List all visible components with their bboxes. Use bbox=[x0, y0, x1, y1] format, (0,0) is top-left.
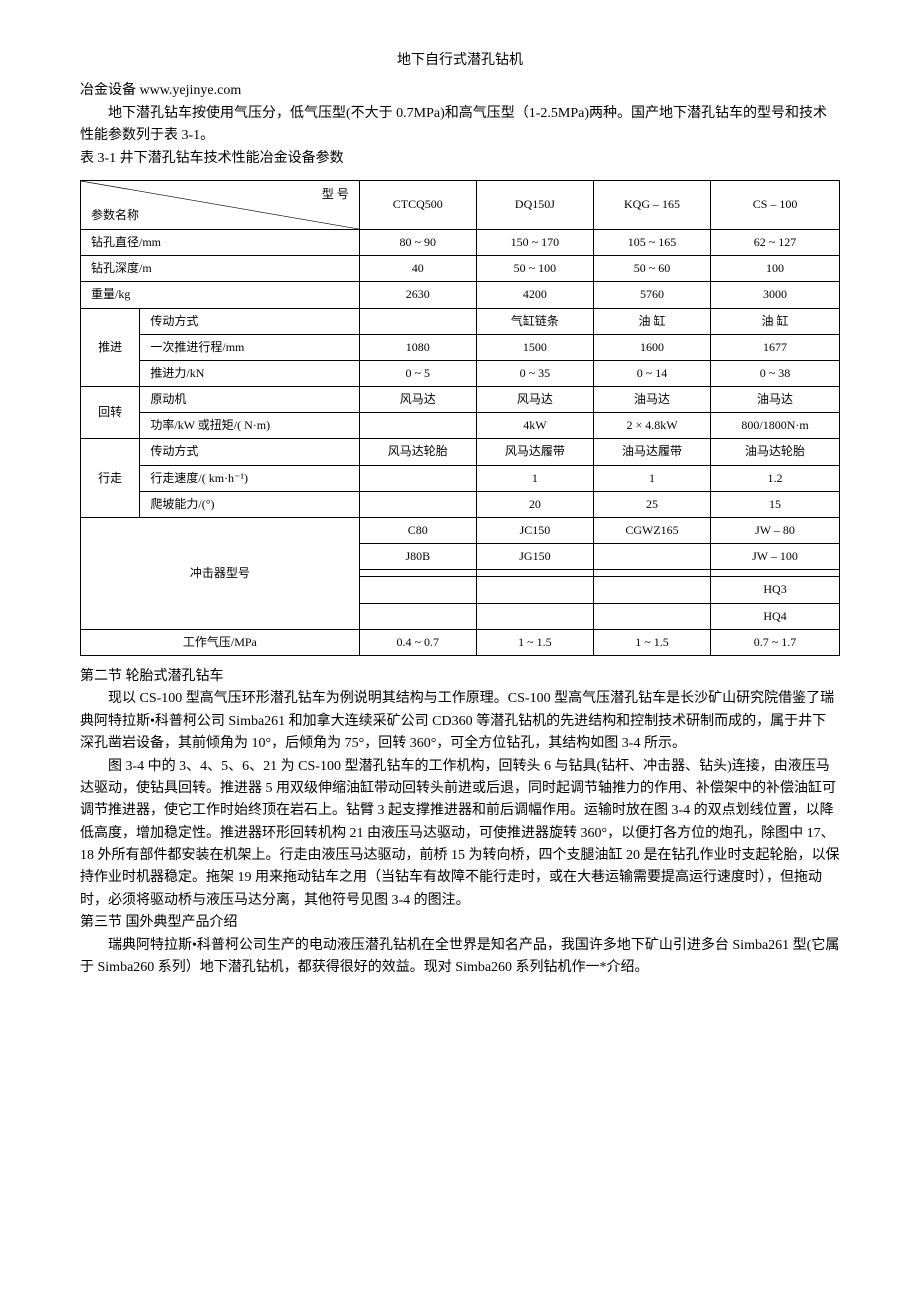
para-4: 瑞典阿特拉斯•科普柯公司生产的电动液压潜孔钻机在全世界是知名产品，我国许多地下矿… bbox=[80, 935, 840, 980]
table-row: 推进力/kN0 ~ 50 ~ 350 ~ 140 ~ 38 bbox=[81, 360, 840, 386]
table-row: 推进传动方式气缸链条油 缸油 缸 bbox=[81, 308, 840, 334]
table-row: 冲击器型号C80JC150CGWZ165JW – 80 bbox=[81, 518, 840, 544]
para-3: 图 3-4 中的 3、4、5、6、21 为 CS-100 型潜孔钻车的工作机构，… bbox=[80, 756, 840, 913]
group-label: 推进 bbox=[81, 308, 140, 387]
para-1: 地下潜孔钻车按使用气压分，低气压型(不大于 0.7MPa)和高气压型（1-2.5… bbox=[80, 103, 840, 148]
table-caption: 表 3-1 井下潜孔钻车技术性能冶金设备参数 bbox=[80, 148, 840, 170]
site-line: 冶金设备 www.yejinye.com bbox=[80, 80, 840, 102]
table-row: 功率/kW 或扭矩/( N·m)4kW2 × 4.8kW800/1800N·m bbox=[81, 413, 840, 439]
page-title: 地下自行式潜孔钻机 bbox=[80, 50, 840, 72]
table-row: 一次推进行程/mm1080150016001677 bbox=[81, 334, 840, 360]
group-label: 回转 bbox=[81, 387, 140, 439]
model-col: DQ150J bbox=[476, 180, 593, 229]
table-row: 回转原动机风马达风马达油马达油马达 bbox=[81, 387, 840, 413]
group-label: 行走 bbox=[81, 439, 140, 518]
impactor-label: 冲击器型号 bbox=[81, 518, 360, 630]
table-row: 工作气压/MPa0.4 ~ 0.71 ~ 1.51 ~ 1.50.7 ~ 1.7 bbox=[81, 629, 840, 655]
diag-bottom: 参数名称 bbox=[91, 206, 139, 225]
spec-table: 型 号 参数名称 CTCQ500 DQ150J KQG – 165 CS – 1… bbox=[80, 180, 840, 656]
table-row: 行走速度/( km·h⁻¹)111.2 bbox=[81, 465, 840, 491]
section-3-title: 第三节 国外典型产品介绍 bbox=[80, 912, 840, 934]
table-row: 钻孔直径/mm80 ~ 90150 ~ 170105 ~ 16562 ~ 127 bbox=[81, 229, 840, 255]
para-2: 现以 CS-100 型高气压环形潜孔钻车为例说明其结构与工作原理。CS-100 … bbox=[80, 688, 840, 755]
diag-cell: 型 号 参数名称 bbox=[81, 180, 360, 229]
table-row: 重量/kg2630420057603000 bbox=[81, 282, 840, 308]
table-header-row: 型 号 参数名称 CTCQ500 DQ150J KQG – 165 CS – 1… bbox=[81, 180, 840, 229]
diag-top: 型 号 bbox=[322, 185, 349, 204]
model-col: KQG – 165 bbox=[593, 180, 710, 229]
table-row: 钻孔深度/m4050 ~ 10050 ~ 60100 bbox=[81, 256, 840, 282]
table-row: 行走传动方式风马达轮胎风马达履带油马达履带油马达轮胎 bbox=[81, 439, 840, 465]
model-col: CTCQ500 bbox=[359, 180, 476, 229]
section-2-title: 第二节 轮胎式潜孔钻车 bbox=[80, 666, 840, 688]
model-col: CS – 100 bbox=[711, 180, 840, 229]
table-row: 爬坡能力/(°)202515 bbox=[81, 491, 840, 517]
